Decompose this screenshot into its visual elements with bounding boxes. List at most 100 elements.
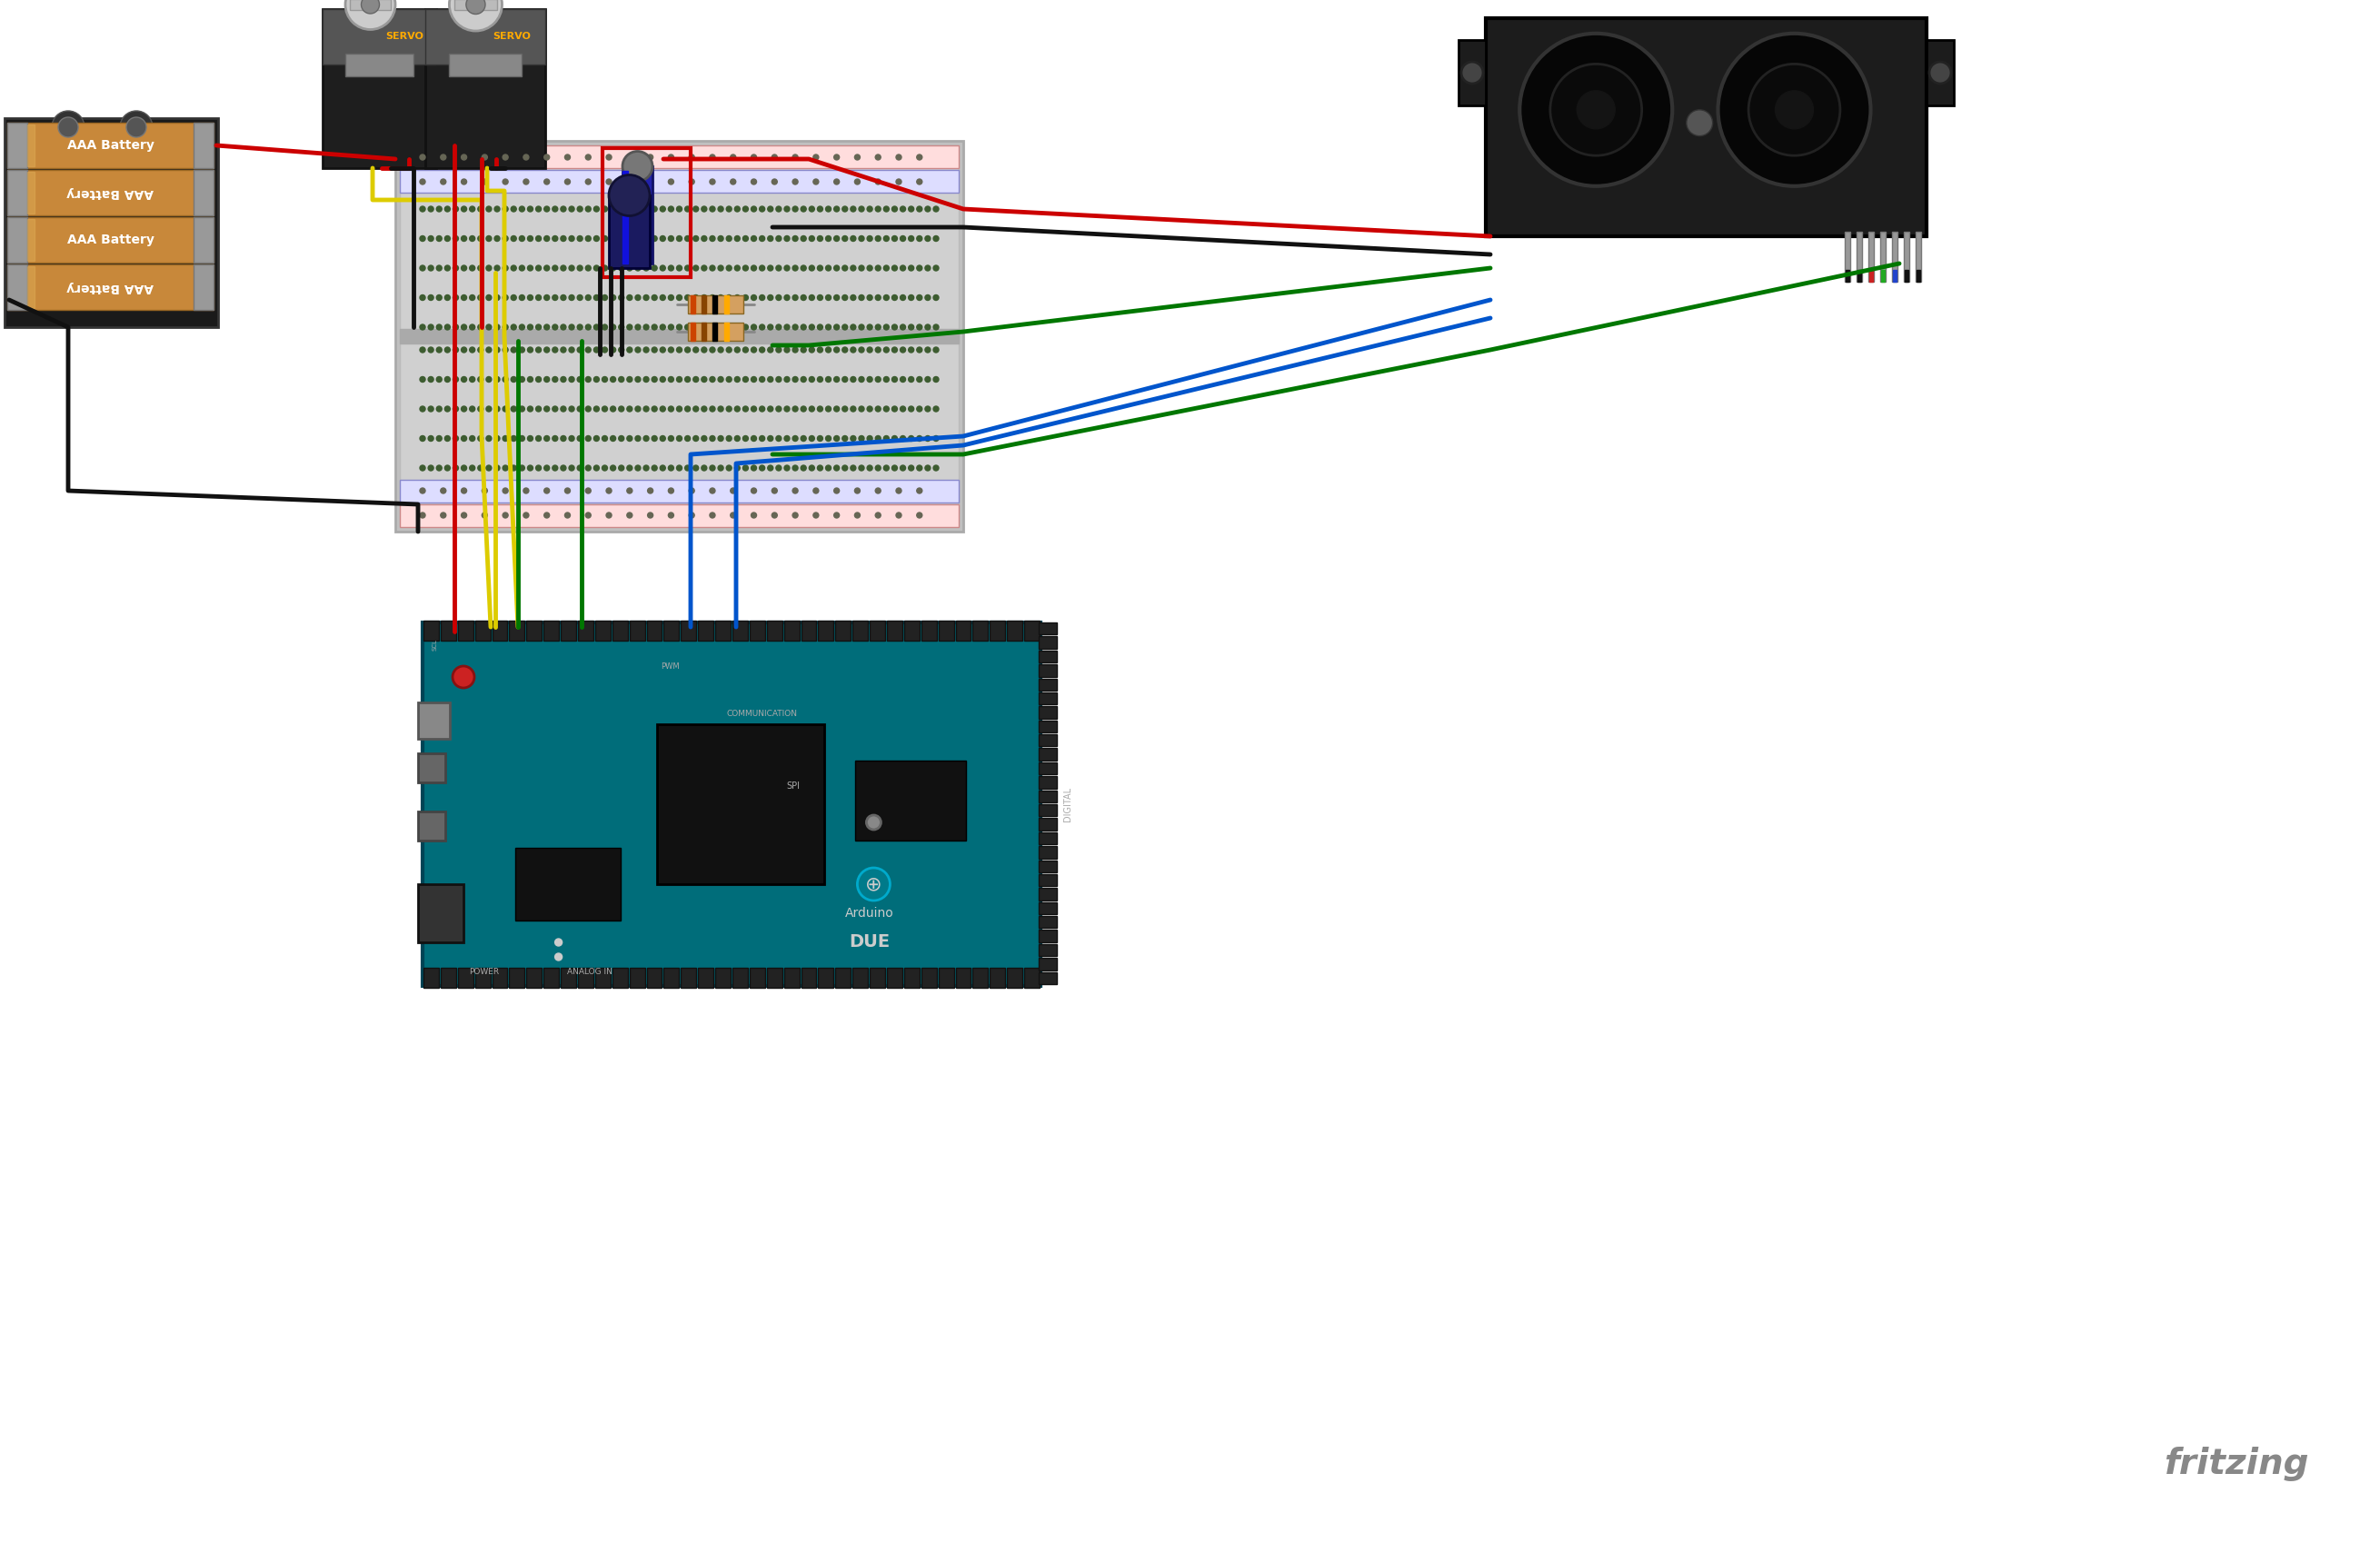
Circle shape: [478, 347, 483, 353]
Bar: [612, 967, 628, 988]
Circle shape: [752, 466, 757, 471]
Circle shape: [445, 265, 450, 272]
Circle shape: [593, 236, 600, 241]
Bar: [7, 170, 214, 216]
Bar: [7, 218, 214, 262]
Circle shape: [445, 376, 450, 383]
Bar: [1856, 231, 1861, 282]
Circle shape: [462, 406, 466, 412]
Circle shape: [752, 488, 757, 494]
Text: SPI: SPI: [785, 781, 800, 790]
Bar: [440, 967, 457, 988]
Bar: [802, 967, 816, 988]
Circle shape: [502, 295, 507, 301]
Circle shape: [776, 265, 781, 272]
Circle shape: [585, 435, 590, 441]
Circle shape: [866, 815, 881, 830]
Bar: [888, 620, 902, 640]
Circle shape: [909, 376, 914, 383]
Bar: [688, 322, 743, 341]
Circle shape: [593, 295, 600, 301]
Circle shape: [436, 207, 443, 211]
Circle shape: [462, 347, 466, 353]
Circle shape: [647, 179, 652, 185]
Circle shape: [892, 236, 897, 241]
Circle shape: [833, 488, 840, 494]
Circle shape: [652, 435, 657, 441]
Circle shape: [469, 265, 476, 272]
Bar: [938, 620, 954, 640]
Bar: [1023, 967, 1040, 988]
Circle shape: [685, 406, 690, 412]
Circle shape: [436, 295, 443, 301]
Circle shape: [726, 295, 731, 301]
Circle shape: [486, 347, 493, 353]
Circle shape: [900, 466, 907, 471]
Circle shape: [816, 295, 823, 301]
Circle shape: [676, 347, 683, 353]
Bar: [395, 140, 964, 532]
Circle shape: [643, 347, 650, 353]
Circle shape: [771, 179, 778, 185]
Circle shape: [585, 236, 590, 241]
Circle shape: [850, 265, 857, 272]
Circle shape: [524, 512, 528, 518]
Circle shape: [585, 179, 590, 185]
Circle shape: [495, 324, 500, 330]
Circle shape: [652, 347, 657, 353]
Circle shape: [843, 324, 847, 330]
Circle shape: [626, 324, 633, 330]
Bar: [1880, 270, 1885, 282]
Circle shape: [933, 265, 938, 272]
Circle shape: [552, 295, 557, 301]
Bar: [904, 967, 919, 988]
Circle shape: [502, 324, 507, 330]
Circle shape: [814, 154, 819, 160]
Circle shape: [916, 376, 921, 383]
Circle shape: [1718, 34, 1871, 187]
Bar: [802, 620, 816, 640]
Bar: [1038, 944, 1057, 957]
Circle shape: [452, 667, 474, 688]
Circle shape: [793, 466, 797, 471]
Circle shape: [607, 179, 612, 185]
Bar: [1485, 19, 1925, 236]
Circle shape: [816, 265, 823, 272]
Circle shape: [440, 179, 445, 185]
Circle shape: [495, 347, 500, 353]
Circle shape: [469, 466, 476, 471]
Circle shape: [793, 347, 797, 353]
Bar: [419, 753, 445, 782]
Bar: [1844, 231, 1849, 282]
Bar: [400, 505, 959, 528]
Circle shape: [916, 435, 921, 441]
Bar: [562, 967, 576, 988]
Circle shape: [635, 376, 640, 383]
Bar: [193, 264, 214, 310]
Circle shape: [793, 207, 797, 211]
Circle shape: [735, 376, 740, 383]
Circle shape: [933, 406, 938, 412]
Circle shape: [659, 406, 666, 412]
Circle shape: [859, 236, 864, 241]
Circle shape: [685, 324, 690, 330]
Circle shape: [659, 265, 666, 272]
Circle shape: [719, 236, 724, 241]
Circle shape: [759, 466, 764, 471]
Circle shape: [524, 488, 528, 494]
Bar: [766, 620, 783, 640]
Circle shape: [536, 265, 540, 272]
Circle shape: [564, 179, 571, 185]
Circle shape: [519, 324, 524, 330]
Bar: [990, 967, 1004, 988]
Bar: [1038, 665, 1057, 676]
Circle shape: [602, 466, 607, 471]
Circle shape: [569, 265, 574, 272]
Circle shape: [833, 435, 840, 441]
Circle shape: [743, 265, 747, 272]
Circle shape: [826, 207, 831, 211]
Circle shape: [536, 347, 540, 353]
Circle shape: [726, 435, 731, 441]
Circle shape: [481, 179, 488, 185]
Circle shape: [569, 466, 574, 471]
